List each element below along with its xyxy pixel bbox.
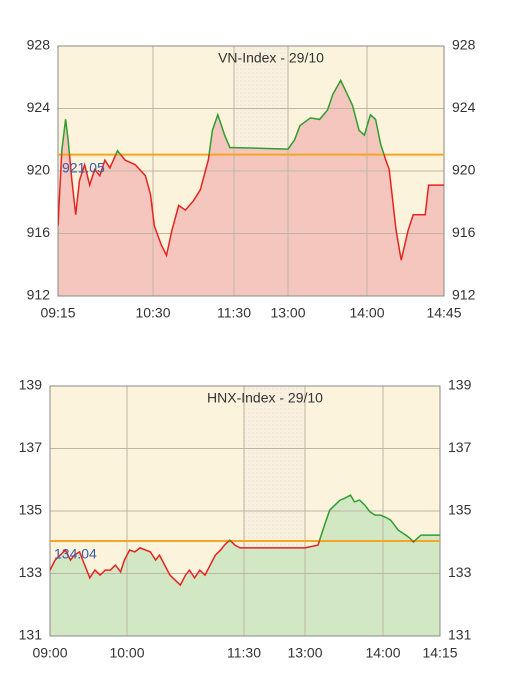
- x-tick-label: 09:00: [32, 645, 67, 661]
- y-tick-label-right: 135: [448, 502, 472, 518]
- line-up: [227, 494, 440, 541]
- area: [50, 495, 440, 636]
- chart-title: HNX-Index - 29/10: [207, 390, 323, 406]
- y-tick-label-right: 916: [452, 224, 476, 240]
- line-up: [60, 78, 385, 155]
- x-tick-label: 10:30: [135, 305, 170, 321]
- y-tick-label: 137: [19, 439, 43, 455]
- reference-label: 921.05: [62, 159, 105, 175]
- y-tick-label: 912: [27, 287, 51, 303]
- y-tick-label-right: 133: [448, 564, 472, 580]
- x-tick-label: 14:00: [349, 305, 384, 321]
- y-tick-label: 920: [27, 162, 51, 178]
- area: [58, 80, 444, 297]
- y-tick-label: 928: [27, 37, 51, 53]
- x-tick-label: 13:00: [287, 645, 322, 661]
- x-tick-label: 11:30: [217, 305, 251, 321]
- y-tick-label: 916: [27, 224, 51, 240]
- x-tick-label: 14:15: [422, 645, 457, 661]
- y-tick-label: 135: [19, 502, 43, 518]
- x-tick-label: 10:00: [109, 645, 144, 661]
- y-tick-label-right: 920: [452, 162, 476, 178]
- y-tick-label-right: 928: [452, 37, 476, 53]
- x-tick-label: 14:45: [426, 305, 461, 321]
- y-tick-label: 139: [19, 377, 43, 393]
- reference-label: 134.04: [54, 546, 97, 562]
- y-tick-label-right: 139: [448, 377, 472, 393]
- plot-border: [49, 385, 441, 637]
- chart-title: VN-Index - 29/10: [218, 50, 324, 66]
- x-tick-label: 14:00: [365, 645, 400, 661]
- x-tick-label: 13:00: [270, 305, 305, 321]
- x-tick-label: 11:30: [227, 645, 261, 661]
- y-tick-label-right: 137: [448, 439, 472, 455]
- line-down: [50, 541, 416, 587]
- x-tick-label: 09:15: [40, 305, 75, 321]
- y-tick-label-right: 131: [448, 627, 472, 643]
- line-down: [58, 154, 444, 261]
- y-tick-label-right: 924: [452, 99, 476, 115]
- y-tick-label: 133: [19, 564, 43, 580]
- y-tick-label-right: 912: [452, 287, 476, 303]
- y-tick-label: 924: [27, 99, 51, 115]
- y-tick-label: 131: [19, 627, 43, 643]
- plot-border: [57, 45, 445, 297]
